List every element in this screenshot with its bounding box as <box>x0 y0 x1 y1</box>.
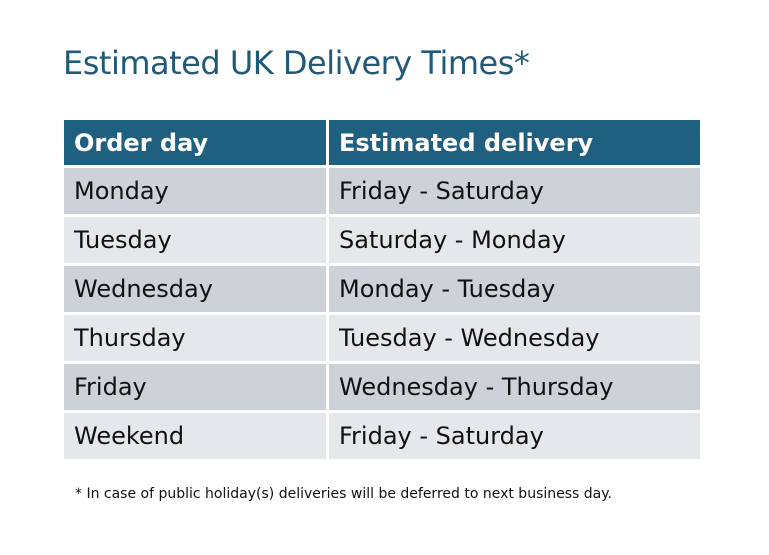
delivery-cell: Friday - Saturday <box>329 413 700 459</box>
delivery-cell: Tuesday - Wednesday <box>329 315 700 361</box>
page-title: Estimated UK Delivery Times* <box>63 44 530 82</box>
delivery-cell: Saturday - Monday <box>329 217 700 263</box>
table-row: Thursday Tuesday - Wednesday <box>64 315 700 361</box>
order-day-cell: Thursday <box>64 315 326 361</box>
footnote: * In case of public holiday(s) deliverie… <box>75 486 612 502</box>
column-header-order-day: Order day <box>64 120 326 165</box>
delivery-cell: Monday - Tuesday <box>329 266 700 312</box>
table-row: Wednesday Monday - Tuesday <box>64 266 700 312</box>
column-header-estimated-delivery: Estimated delivery <box>329 120 700 165</box>
table-header-row: Order day Estimated delivery <box>64 120 700 165</box>
table-row: Monday Friday - Saturday <box>64 168 700 214</box>
order-day-cell: Wednesday <box>64 266 326 312</box>
order-day-cell: Monday <box>64 168 326 214</box>
table-row: Friday Wednesday - Thursday <box>64 364 700 410</box>
table-row: Tuesday Saturday - Monday <box>64 217 700 263</box>
order-day-cell: Tuesday <box>64 217 326 263</box>
table-row: Weekend Friday - Saturday <box>64 413 700 459</box>
delivery-table: Order day Estimated delivery Monday Frida… <box>61 117 703 462</box>
order-day-cell: Weekend <box>64 413 326 459</box>
delivery-cell: Friday - Saturday <box>329 168 700 214</box>
delivery-cell: Wednesday - Thursday <box>329 364 700 410</box>
order-day-cell: Friday <box>64 364 326 410</box>
